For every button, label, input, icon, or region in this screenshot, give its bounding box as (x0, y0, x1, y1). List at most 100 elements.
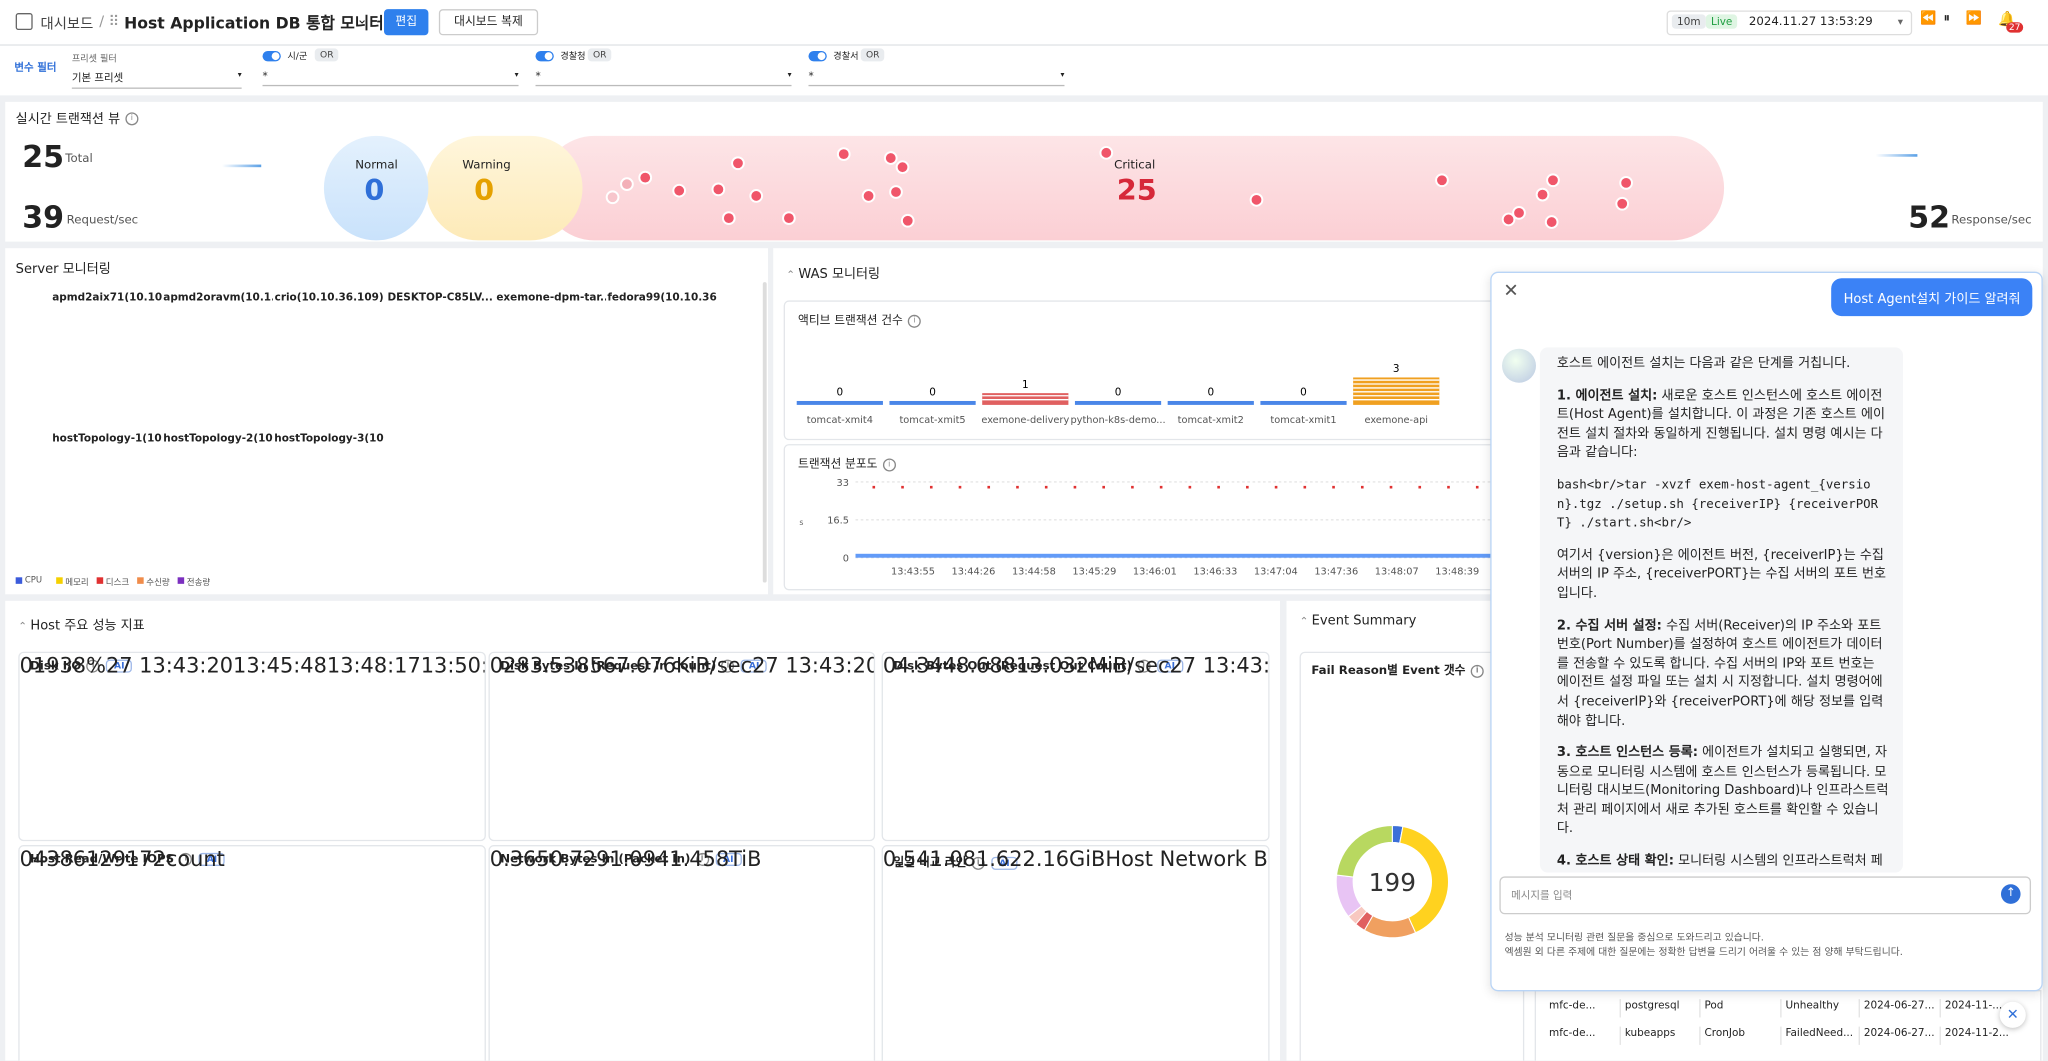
info-icon[interactable]: i (882, 457, 896, 471)
copy-button[interactable]: 대시보드 복제 (438, 9, 539, 36)
info-icon[interactable]: i (1137, 659, 1151, 673)
breadcrumb[interactable]: 대시보드 (40, 15, 94, 33)
title-text: Disk I/O (30, 660, 82, 674)
preset-select[interactable]: 기본 프리셋 ▾ (71, 71, 242, 89)
ai-badge[interactable]: AI (715, 852, 742, 866)
filter-value: * (808, 70, 814, 83)
preset-label: 프리셋 필터 (71, 53, 117, 64)
slow-point (1188, 485, 1192, 489)
paragraph: 여기서 {version}은 에이전트 버전, {receiverIP}는 수집… (1557, 547, 1890, 604)
legend-swatch (56, 577, 63, 584)
host-name[interactable]: hostTopology-2(10... (163, 432, 273, 445)
notice: 성능 분석 모니터링 관련 질문을 중심으로 도와드리고 있습니다. 엑셈원 외 … (1505, 930, 1903, 959)
dashboard-title[interactable]: Host Application DB 통합 모니터링 (124, 14, 399, 33)
ai-badge[interactable]: AI (741, 659, 768, 673)
category-label: exemone-api (1364, 415, 1428, 426)
paragraph: 1. 에이전트 설치: 새로운 호스트 인스턴스에 호스트 에이전트(Host … (1557, 387, 1890, 463)
transaction-bubble (1544, 215, 1559, 229)
slow-point (1418, 485, 1422, 489)
rewind[interactable]: ⏪ (1919, 11, 1937, 27)
y-tick-label: 8.688 (956, 653, 1016, 678)
close-chat[interactable]: ✕ (1503, 280, 1519, 302)
y-tick-label: 1.62 (975, 846, 1023, 872)
host-name[interactable]: fedora99(10.10.36... (607, 291, 718, 304)
time-range[interactable]: 10m Live 2024.11.27 13:53:29 ▾ (1666, 10, 1913, 36)
y-tick-label: 4.344 (896, 653, 957, 678)
host-name[interactable]: apmd2aix71(10.10... (52, 291, 162, 304)
y-tick-label: 1.094 (609, 846, 670, 872)
scrollbar[interactable] (762, 282, 767, 583)
title-caret[interactable]: ⌄ (356, 13, 368, 28)
datetime: 2024.11.27 13:53:29 (1748, 15, 1873, 29)
event-table: mfc-de... postgresql Pod Unhealthy 2024-06-2… (1534, 990, 2042, 1061)
host-name[interactable]: hostTopology-1(10... (52, 432, 162, 445)
sidebar-toggle[interactable] (15, 13, 33, 31)
table-cell: 2024-06-27... (1858, 999, 1934, 1018)
info-icon[interactable]: i (1470, 664, 1484, 678)
filter-op: OR (314, 48, 339, 62)
info-icon[interactable]: i (721, 659, 735, 673)
y-tick-label: 567.076 (589, 653, 676, 678)
metric-card: Disk Bytes In (Request In Count) i AI 0283.… (488, 651, 876, 842)
warning-zone (425, 135, 583, 241)
host-name[interactable]: exemone-dpm-tar... (496, 291, 607, 304)
table-cell: Pod (1699, 999, 1775, 1018)
legend-label: CPU (24, 574, 43, 586)
paragraph: 3. 호스트 인스턴스 등록: 에이전트가 설치되고 실행되면, 자동으로 모니… (1557, 745, 1890, 840)
notice-line: 엑셈원 외 다른 주제에 대한 질문에는 정확한 답변을 드리기 어려울 수 있… (1504, 945, 1903, 958)
host-name[interactable]: DESKTOP-C85LV... (387, 291, 493, 304)
code-text: bash<br/>tar -xvzf exem-host-agent_{vers… (1556, 477, 1879, 531)
category-label: tomcat-xmit2 (1178, 415, 1244, 426)
toggle[interactable] (808, 50, 827, 62)
host-name[interactable]: crio(10.10.36.109) (274, 291, 384, 304)
host-name[interactable]: hostTopology-3(10... (274, 432, 384, 445)
filter-select[interactable]: * ▾ (262, 71, 519, 87)
ai-badge[interactable]: AI (198, 852, 226, 866)
legend-label: 전송량 (186, 577, 211, 588)
x-tick-label: 13:44:26 (951, 567, 995, 578)
legend-label: 디스크 (105, 577, 130, 588)
forward[interactable]: ⏩ (1965, 11, 1982, 27)
range: 10m (1671, 14, 1706, 29)
ai-badge[interactable]: AI (1156, 659, 1183, 673)
bot-avatar (1502, 348, 1536, 383)
transaction-bubble (1619, 175, 1633, 190)
card-title: Fail Reason별 Event 갯수 i (1311, 661, 1484, 678)
filter-select[interactable]: * ▾ (535, 71, 792, 87)
close-button[interactable]: ✕ (1999, 1001, 2026, 1028)
transaction-bubble (889, 185, 903, 199)
info-icon[interactable]: i (908, 314, 922, 328)
y-tick-label: 0 (843, 554, 849, 565)
transaction-bubble (605, 190, 620, 205)
toggle-knob (817, 52, 826, 61)
active-bar (796, 400, 883, 405)
ai-badge[interactable]: AI (991, 856, 1018, 870)
transaction-bubble (895, 160, 910, 175)
metric-card: Disk I/O i AI 01938%27 13:43:2013:45:4813:4… (18, 651, 486, 842)
info-icon[interactable]: i (695, 852, 709, 866)
info-icon[interactable]: i (86, 659, 100, 673)
ai-badge[interactable]: AI (106, 659, 133, 673)
send-button[interactable]: ↑ (2000, 884, 2021, 904)
y-tick-label: 33 (837, 478, 849, 489)
host-name[interactable]: apmd2oravm(10.1... (163, 291, 273, 304)
transaction-bubbles (605, 145, 1633, 229)
chat-input[interactable]: 메시지를 입력 ↑ (1499, 876, 2032, 915)
filter-select[interactable]: * ▾ (808, 70, 1065, 87)
y-tick-label: 19 (32, 653, 60, 678)
pause[interactable]: ⏸ (1943, 11, 1951, 27)
card-title: Host Read/Write IOPS i AI (30, 852, 226, 867)
info-icon[interactable]: i (971, 856, 985, 870)
y-tick-label: 0 (882, 653, 897, 678)
edit-button[interactable]: 편집 (383, 9, 429, 36)
active-bar (1260, 400, 1347, 405)
toggle[interactable] (262, 50, 281, 62)
slow-point (1360, 485, 1364, 489)
bar-value: 0 (1300, 387, 1307, 399)
info-icon[interactable]: i (179, 852, 193, 866)
x-tick-label: 13:45:48 (233, 653, 327, 678)
donut-segment (1363, 914, 1417, 939)
placeholder: 메시지를 입력 (1511, 889, 1573, 902)
notice-line: 성능 분석 모니터링 관련 질문을 중심으로 도와드리고 있습니다. (1504, 931, 1764, 944)
info-icon[interactable]: i (125, 112, 139, 126)
